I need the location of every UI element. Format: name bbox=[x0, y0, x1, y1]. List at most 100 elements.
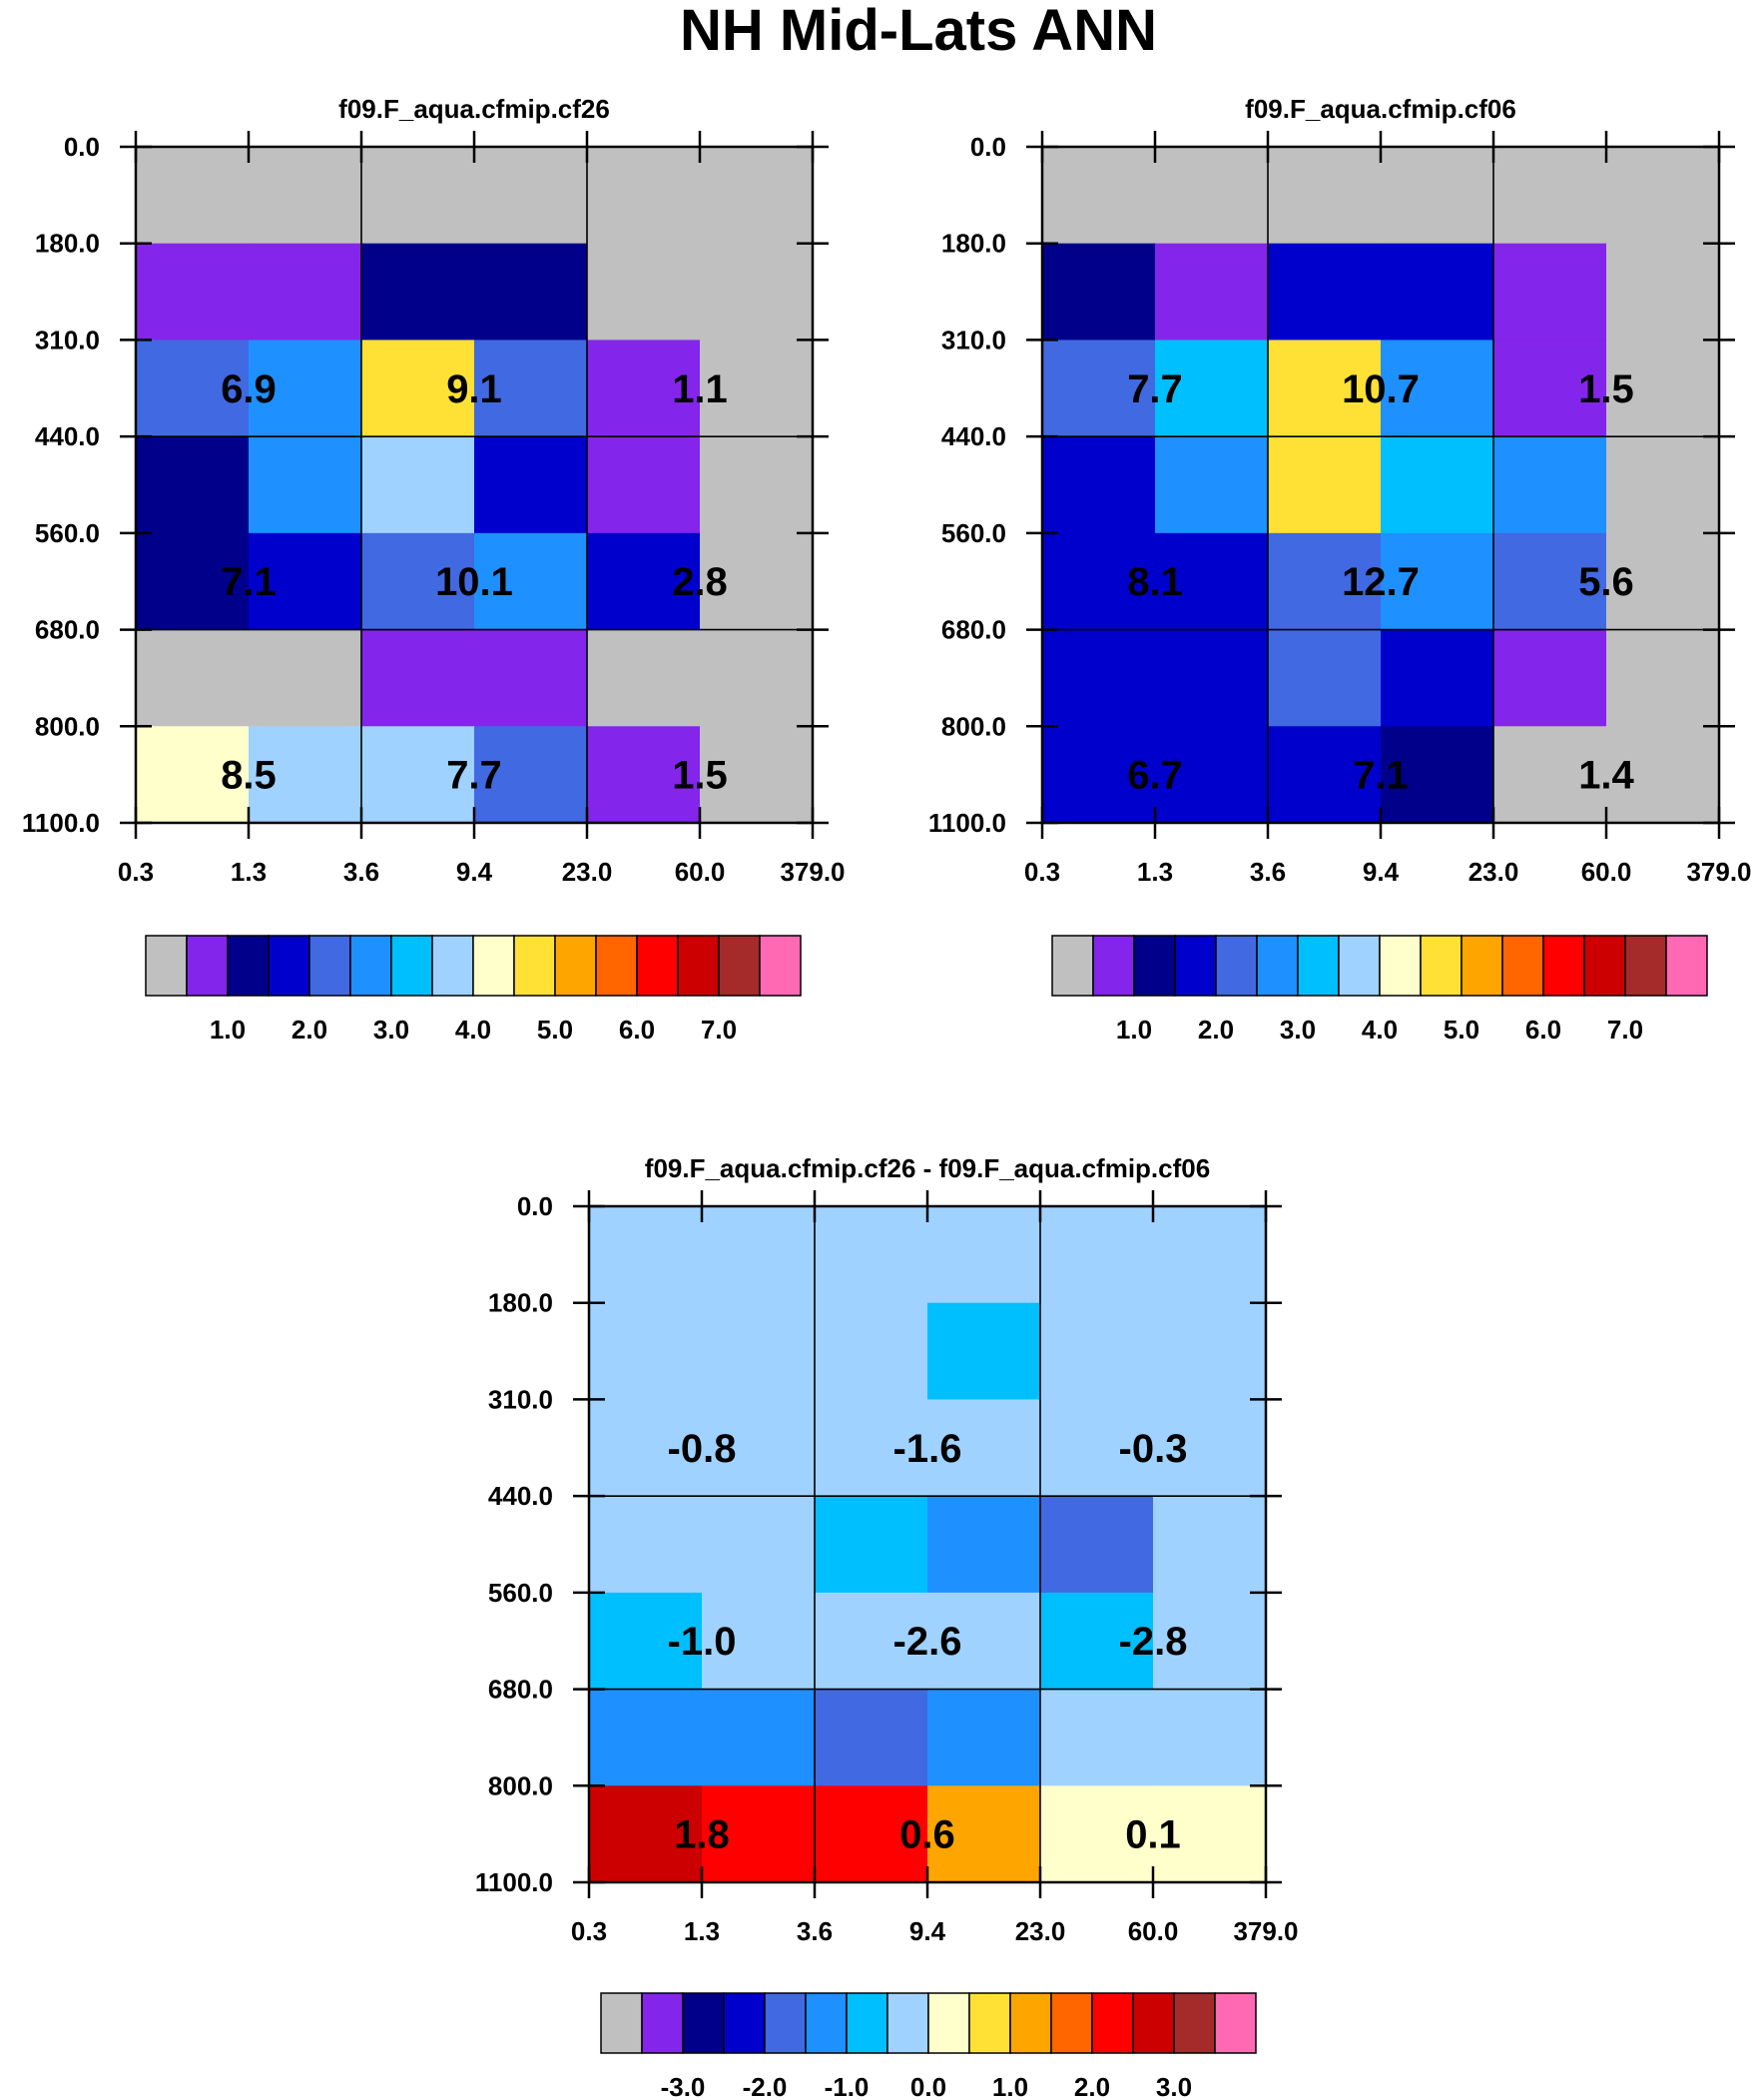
heatmap-cell bbox=[815, 1206, 928, 1304]
colorbar-label: 2.0 bbox=[292, 1015, 327, 1045]
heatmap-cell bbox=[587, 532, 701, 631]
box-value-label: 0.6 bbox=[899, 1813, 955, 1857]
heatmap-cell bbox=[702, 1689, 816, 1786]
colorbar-label: 5.0 bbox=[537, 1015, 573, 1045]
y-tick-label: 0.0 bbox=[64, 132, 100, 162]
heatmap-cell bbox=[1040, 1496, 1154, 1594]
colorbar-label: 3.0 bbox=[1280, 1015, 1316, 1045]
heatmap-cell bbox=[1268, 436, 1382, 534]
heatmap-cell bbox=[1493, 436, 1607, 534]
colorbar-label: 3.0 bbox=[373, 1015, 409, 1045]
colorbar-swatch bbox=[1174, 935, 1217, 997]
x-tick-label: 0.3 bbox=[1024, 857, 1060, 887]
colorbar-label: 4.0 bbox=[455, 1015, 491, 1045]
x-tick-label: 1.3 bbox=[231, 857, 267, 887]
colorbar-swatch bbox=[308, 935, 351, 997]
colorbar-swatch bbox=[1665, 935, 1708, 997]
box-value-label: 12.7 bbox=[1342, 560, 1420, 604]
heatmap-cell bbox=[1040, 1785, 1154, 1883]
heatmap-cell bbox=[1155, 340, 1269, 437]
panel-title-difference: f09.F_aqua.cfmip.cf26 - f09.F_aqua.cfmip… bbox=[645, 1153, 1210, 1183]
heatmap-cell bbox=[361, 436, 475, 534]
heatmap-cell bbox=[927, 1689, 1041, 1786]
colorbar-swatch bbox=[1297, 935, 1340, 997]
x-tick-label: 9.4 bbox=[909, 1916, 946, 1946]
heatmap-cell bbox=[1493, 243, 1607, 342]
heatmap-cell bbox=[1042, 436, 1156, 534]
colorbar-swatch bbox=[718, 935, 761, 997]
colorbar-swatch bbox=[1092, 935, 1135, 997]
x-tick-label: 60.0 bbox=[1581, 857, 1632, 887]
y-tick-label: 800.0 bbox=[488, 1770, 553, 1800]
colorbar-label: 6.0 bbox=[619, 1015, 655, 1045]
heatmap-cell bbox=[1155, 532, 1269, 631]
heatmap-cell bbox=[1155, 243, 1269, 342]
colorbar-label: 2.0 bbox=[1198, 1015, 1234, 1045]
colorbar-label: 1.0 bbox=[210, 1015, 246, 1045]
colorbar-label: 0.0 bbox=[910, 2072, 946, 2100]
colorbar-swatch bbox=[1338, 935, 1381, 997]
colorbar-swatch bbox=[682, 1992, 725, 2054]
heatmap-cell bbox=[249, 147, 362, 245]
heatmap-cell bbox=[1268, 726, 1382, 824]
heatmap-cell bbox=[700, 243, 814, 342]
box-value-label: 6.7 bbox=[1127, 754, 1183, 798]
heatmap-cell bbox=[249, 726, 362, 824]
box-value-label: 10.7 bbox=[1342, 367, 1420, 411]
group-grid-lines bbox=[136, 147, 813, 823]
heatmap-cell bbox=[474, 147, 588, 245]
figure-title: NH Mid-Lats ANN bbox=[680, 0, 1157, 63]
heatmap-cell bbox=[1606, 243, 1720, 342]
panel-title-cf26: f09.F_aqua.cfmip.cf26 bbox=[338, 94, 610, 124]
heatmap-cell bbox=[1381, 243, 1494, 342]
heatmap-cell bbox=[815, 1689, 928, 1786]
colorbar-swatch bbox=[1214, 1992, 1257, 2054]
heatmap-cell bbox=[587, 243, 701, 342]
box-value-label: -0.8 bbox=[668, 1427, 737, 1471]
colorbar-swatch bbox=[145, 935, 188, 997]
heatmap-cell bbox=[474, 726, 588, 824]
colorbar-label: 3.0 bbox=[1156, 2072, 1192, 2100]
heatmap-cell bbox=[1493, 147, 1607, 245]
heatmap-cell bbox=[815, 1399, 928, 1497]
heatmap-cell bbox=[1042, 726, 1156, 824]
y-tick-label: 680.0 bbox=[941, 615, 1006, 645]
heatmap-cell bbox=[1381, 340, 1494, 437]
heatmap-cell bbox=[361, 340, 475, 437]
heatmap-cell bbox=[1381, 436, 1494, 534]
colorbar-swatch bbox=[723, 1992, 766, 2054]
heatmap-cell bbox=[1381, 629, 1494, 727]
heatmap-cell bbox=[1381, 147, 1494, 245]
heatmap-cell bbox=[1268, 340, 1382, 437]
colorbar-swatch bbox=[1624, 935, 1667, 997]
group-grid-lines bbox=[589, 1206, 1266, 1882]
heatmap-cell bbox=[1606, 629, 1720, 727]
heatmap-cell bbox=[474, 532, 588, 631]
heatmap-cell bbox=[1155, 726, 1269, 824]
box-value-label: 1.1 bbox=[672, 367, 728, 411]
heatmap-cell bbox=[1606, 147, 1720, 245]
colorbar-swatch bbox=[1173, 1992, 1216, 2054]
colorbar-swatch bbox=[1009, 1992, 1052, 2054]
heatmap-cell bbox=[361, 147, 475, 245]
heatmap-cell bbox=[815, 1592, 928, 1691]
heatmap-cell bbox=[136, 147, 250, 245]
heatmap-cell bbox=[589, 1206, 703, 1304]
heatmap-cell bbox=[702, 1399, 816, 1497]
colorbar-label: 1.0 bbox=[992, 2072, 1028, 2100]
box-value-label: -0.3 bbox=[1119, 1427, 1188, 1471]
x-tick-label: 9.4 bbox=[1363, 857, 1400, 887]
box-value-label: 7.7 bbox=[446, 754, 502, 798]
heatmap-cell bbox=[136, 532, 250, 631]
x-tick-label: 1.3 bbox=[1137, 857, 1173, 887]
heatmap-cell bbox=[1153, 1496, 1267, 1594]
heatmap-cell bbox=[474, 436, 588, 534]
group-grid-lines bbox=[1042, 147, 1719, 823]
box-value-label: 8.1 bbox=[1127, 560, 1183, 604]
heatmap-cell bbox=[1155, 436, 1269, 534]
colorbar-swatch bbox=[1132, 1992, 1175, 2054]
y-tick-label: 1100.0 bbox=[928, 808, 1006, 838]
box-value-label: -1.6 bbox=[893, 1427, 962, 1471]
colorbar-swatch bbox=[349, 935, 392, 997]
box-value-label: -1.0 bbox=[668, 1620, 737, 1664]
